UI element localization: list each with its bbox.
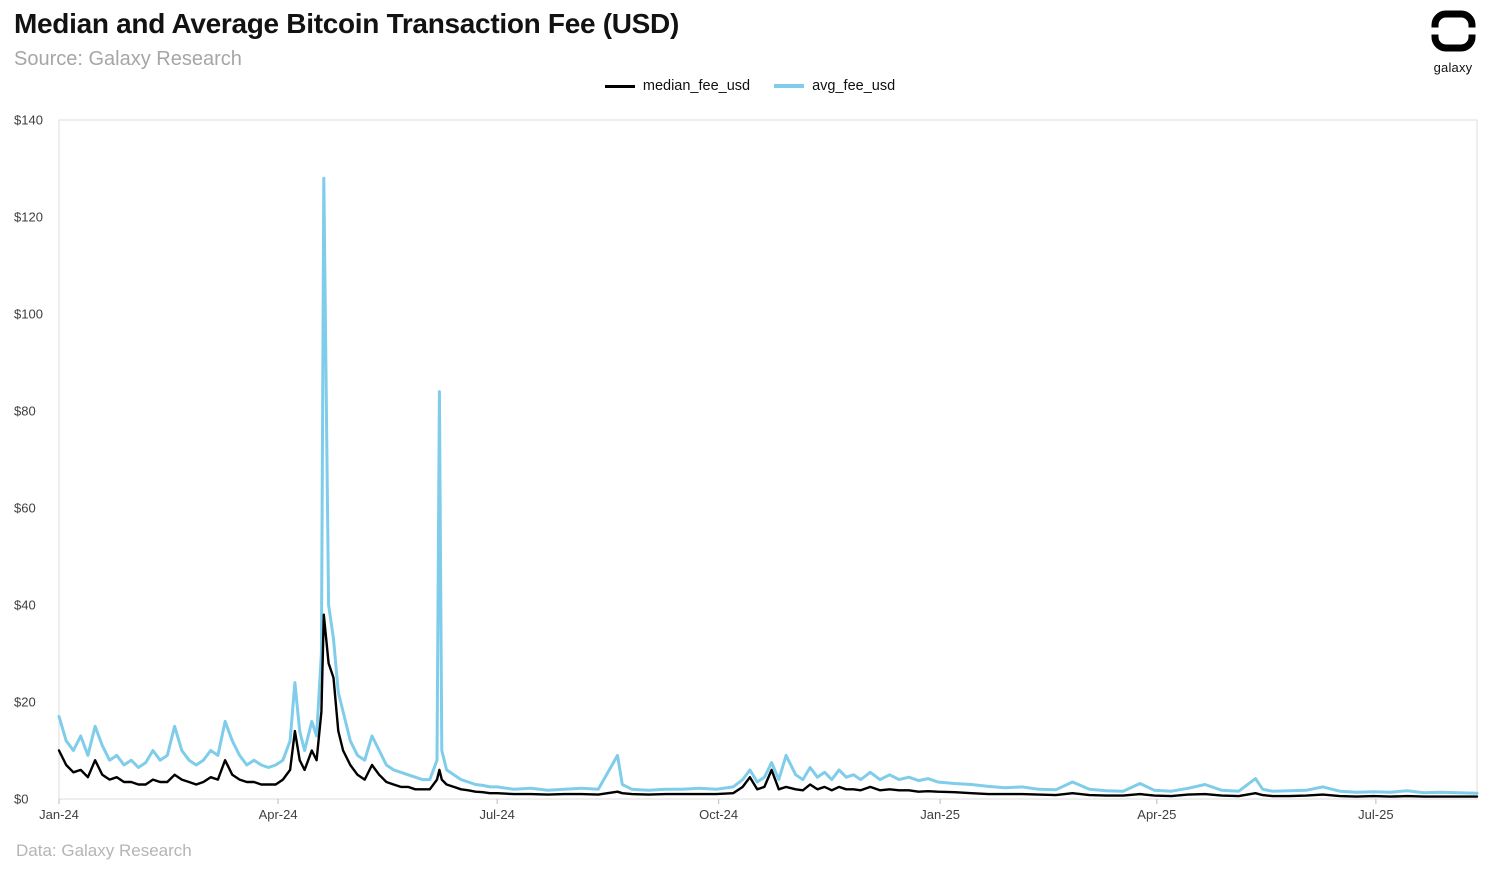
x-tick-label: Jul-24 xyxy=(479,807,514,822)
x-tick-label: Jul-25 xyxy=(1358,807,1393,822)
galaxy-logo: galaxy xyxy=(1428,10,1478,75)
legend-item-median: median_fee_usd xyxy=(604,78,751,94)
series-line-median_fee_usd xyxy=(57,613,1479,798)
y-tick-label: $60 xyxy=(14,501,36,516)
legend-item-avg: avg_fee_usd xyxy=(774,78,895,94)
series-line-avg_fee_usd xyxy=(57,176,1479,795)
y-tick-label: $40 xyxy=(14,598,36,613)
x-tick-label: Apr-24 xyxy=(259,807,298,822)
y-tick-label: $140 xyxy=(14,113,43,128)
galaxy-wordmark: galaxy xyxy=(1433,60,1473,75)
chart-legend: median_fee_usd avg_fee_usd xyxy=(0,78,1500,94)
galaxy-logo-icon xyxy=(1430,10,1476,52)
plot-border xyxy=(58,119,1478,800)
x-tick-label: Jan-25 xyxy=(920,807,960,822)
legend-label-median: median_fee_usd xyxy=(642,78,751,94)
legend-swatch-median xyxy=(604,84,635,88)
y-tick-label: $20 xyxy=(14,695,36,710)
x-tick-label: Oct-24 xyxy=(699,807,738,822)
x-tick-label: Apr-25 xyxy=(1137,807,1176,822)
y-tick-label: $0 xyxy=(14,792,28,807)
y-tick-label: $80 xyxy=(14,404,36,419)
y-tick-label: $100 xyxy=(14,307,43,322)
chart-source: Source: Galaxy Research xyxy=(14,48,242,70)
y-tick-label: $120 xyxy=(14,210,43,225)
data-credit: Data: Galaxy Research xyxy=(16,841,192,860)
chart-title: Median and Average Bitcoin Transaction F… xyxy=(14,8,679,39)
legend-swatch-avg xyxy=(774,84,805,88)
x-tick-label: Jan-24 xyxy=(39,807,79,822)
legend-label-avg: avg_fee_usd xyxy=(812,78,896,94)
